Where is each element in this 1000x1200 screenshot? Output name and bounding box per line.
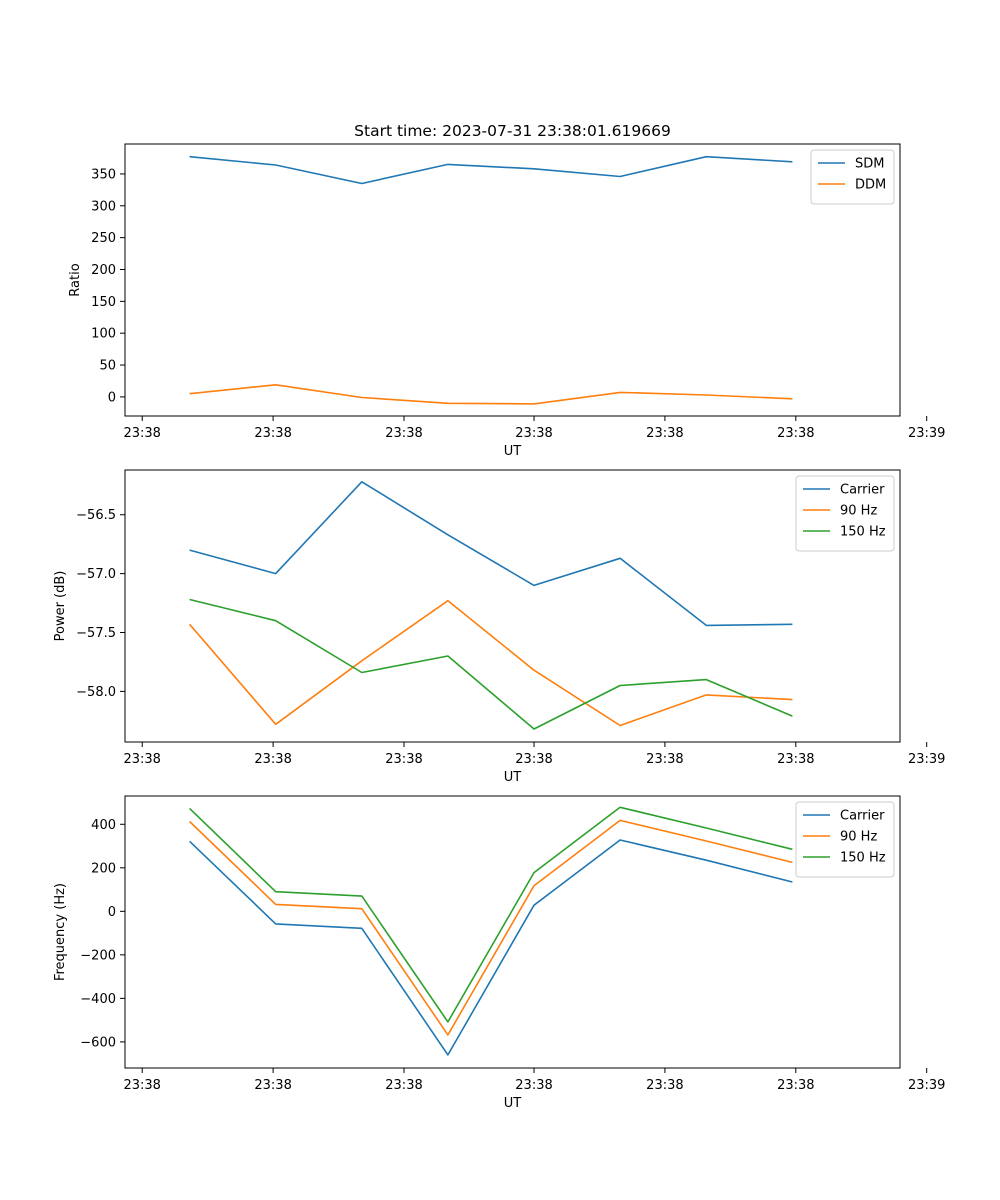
x-tick-label: 23:38 <box>254 1078 291 1093</box>
y-axis-label: Power (dB) <box>53 571 68 642</box>
chart-panel-1: 23:38 23:38 23:38 23:38 23:38 23:38 23:39 0 50 10… <box>68 143 945 459</box>
x-tick-label: 23:38 <box>646 752 683 767</box>
y-tick-label: −56.5 <box>76 508 116 523</box>
x-tick-label: 23:38 <box>385 426 422 441</box>
legend-label: SDM <box>855 157 884 172</box>
legend-label: 90 Hz <box>840 830 877 845</box>
series-line-150-hz <box>189 598 793 730</box>
series-line-90-hz <box>189 819 793 1036</box>
series-line-150-hz <box>189 806 793 1023</box>
y-tick-label: 300 <box>91 199 116 214</box>
y-tick-label: 0 <box>108 390 116 405</box>
x-axis-label: UT <box>504 1096 522 1111</box>
x-tick-label: 23:38 <box>515 1078 552 1093</box>
legend: Carrier 90 Hz 150 Hz <box>795 475 895 552</box>
legend-label: Carrier <box>840 483 885 498</box>
axes-frame <box>124 143 901 417</box>
x-tick-label: 23:39 <box>908 426 945 441</box>
x-tick-label: 23:38 <box>646 426 683 441</box>
x-tick-label: 23:38 <box>777 752 814 767</box>
legend-label: Carrier <box>840 809 885 824</box>
x-tick-label: 23:38 <box>385 752 422 767</box>
series-line-carrier <box>189 839 793 1056</box>
y-tick-label: 200 <box>91 861 116 876</box>
chart-panel-2: 23:38 23:38 23:38 23:38 23:38 23:38 23:39 −58.0… <box>53 469 945 785</box>
x-tick-label: 23:38 <box>777 1078 814 1093</box>
x-tick-label: 23:38 <box>515 426 552 441</box>
y-tick-label: −200 <box>80 948 116 963</box>
y-tick-label: 0 <box>108 905 116 920</box>
y-tick-label: −58.0 <box>76 685 116 700</box>
x-tick-label: 23:38 <box>254 752 291 767</box>
y-tick-label: 200 <box>91 263 116 278</box>
legend-box <box>795 475 895 552</box>
x-tick-label: 23:38 <box>515 752 552 767</box>
y-tick-label: 50 <box>99 359 116 374</box>
figure-title: Start time: 2023-07-31 23:38:01.619669 <box>354 122 671 140</box>
x-tick-label: 23:38 <box>123 752 160 767</box>
y-tick-label: 150 <box>91 295 116 310</box>
legend: Carrier 90 Hz 150 Hz <box>795 801 895 878</box>
y-tick-label: 100 <box>91 327 116 342</box>
x-tick-label: 23:39 <box>908 1078 945 1093</box>
y-tick-label: −57.5 <box>76 626 116 641</box>
series-line-sdm <box>189 155 793 185</box>
series-line-90-hz <box>188 599 793 727</box>
x-tick-label: 23:38 <box>123 426 160 441</box>
x-tick-label: 23:38 <box>777 426 814 441</box>
x-tick-label: 23:38 <box>254 426 291 441</box>
legend-label: 90 Hz <box>840 504 877 519</box>
x-tick-label: 23:38 <box>385 1078 422 1093</box>
axes-frame <box>124 795 901 1069</box>
x-tick-label: 23:39 <box>908 752 945 767</box>
legend-label: 150 Hz <box>840 851 886 866</box>
x-tick-label: 23:38 <box>123 1078 160 1093</box>
y-axis-label: Frequency (Hz) <box>53 883 68 981</box>
series-line-carrier <box>189 480 793 627</box>
y-tick-label: −400 <box>80 992 116 1007</box>
legend-label: 150 Hz <box>840 525 886 540</box>
axes-frame <box>124 469 901 743</box>
x-tick-label: 23:38 <box>646 1078 683 1093</box>
y-tick-label: 250 <box>91 231 116 246</box>
chart-panel-3: 23:38 23:38 23:38 23:38 23:38 23:38 23:39 −600 −… <box>53 795 945 1111</box>
y-tick-label: −600 <box>80 1035 116 1050</box>
y-tick-label: 350 <box>91 167 116 182</box>
x-axis-label: UT <box>504 770 522 785</box>
y-tick-label: 400 <box>91 818 116 833</box>
legend: SDM DDM <box>810 149 895 205</box>
series-line-ddm <box>189 383 793 405</box>
x-axis-label: UT <box>504 444 522 459</box>
legend-label: DDM <box>855 178 886 193</box>
y-tick-label: −57.0 <box>76 567 116 582</box>
y-axis-label: Ratio <box>68 263 83 296</box>
legend-box <box>795 801 895 878</box>
